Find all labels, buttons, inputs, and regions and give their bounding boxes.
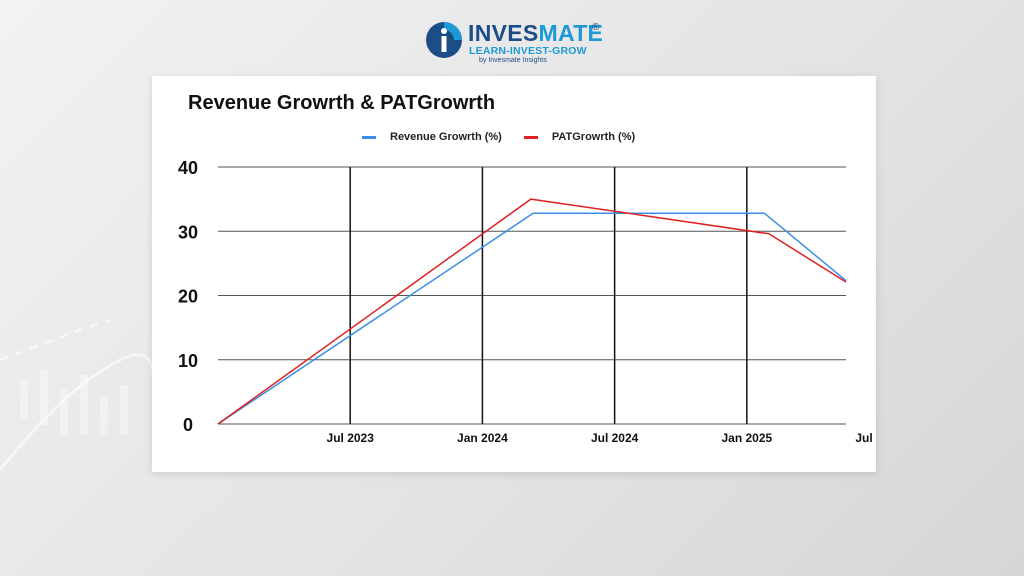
legend-swatch-pat bbox=[523, 135, 538, 139]
y-tick-label-10: 10 bbox=[178, 351, 198, 371]
x-tick-label-2: Jul 2024 bbox=[591, 431, 639, 445]
series-line-pat bbox=[217, 198, 847, 425]
legend-label-pat: PATGrowrth (%) bbox=[551, 131, 636, 143]
x-tick-label-0: Jul 2023 bbox=[327, 431, 375, 445]
series-line-revenue bbox=[217, 212, 847, 425]
y-tick-label-20: 20 bbox=[178, 287, 198, 307]
y-tick-label-40: 40 bbox=[178, 158, 198, 178]
chart-card: Revenue Growrth & PATGrowrth Revenue Gro… bbox=[152, 76, 876, 472]
legend-swatch-revenue bbox=[362, 135, 376, 139]
x-tick-label-4: Jul 2025 bbox=[855, 431, 876, 445]
chart-plot: 0 10 20 30 40 Jul 2023 Jan 2024 Jul 2024 Jan 202… bbox=[178, 158, 876, 445]
registered-mark: ® bbox=[592, 22, 600, 33]
chart-title: Revenue Growrth & PATGrowrth bbox=[188, 92, 496, 114]
logo-i-icon bbox=[426, 22, 462, 58]
legend-item-pat: PATGrowrth (%) bbox=[523, 131, 636, 143]
brand-byline: by Invesmate Insights bbox=[479, 57, 547, 64]
x-tick-label-1: Jan 2024 bbox=[457, 431, 508, 445]
legend-label-revenue: Revenue Growrth (%) bbox=[390, 131, 502, 143]
y-tick-label-0: 0 bbox=[183, 415, 193, 435]
chart-legend: Revenue Growrth (%) PATGrowrth (%) bbox=[362, 131, 657, 143]
x-tick-label-3: Jan 2025 bbox=[721, 431, 772, 445]
brand-name: INVESMATE bbox=[468, 20, 604, 46]
legend-item-revenue: Revenue Growrth (%) bbox=[362, 131, 502, 143]
y-tick-label-30: 30 bbox=[178, 222, 198, 242]
brand-tagline: LEARN-INVEST-GROW bbox=[469, 45, 587, 57]
